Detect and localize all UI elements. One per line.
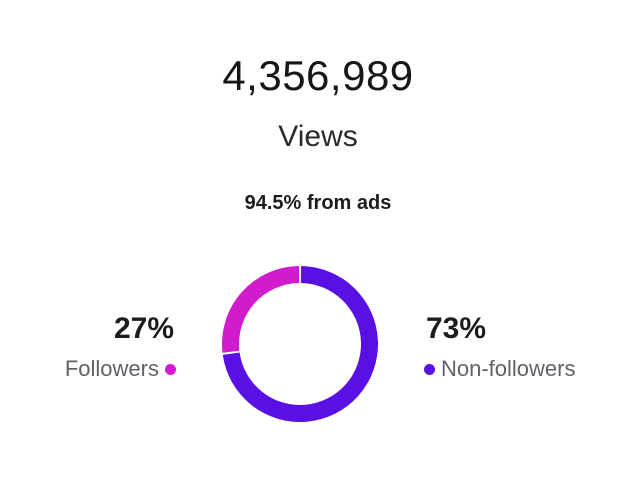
followers-legend-label: Followers xyxy=(64,356,159,381)
non-followers-legend-dot xyxy=(424,363,435,375)
metric-label: Views xyxy=(278,120,358,153)
total-views-value: 4,356,989 xyxy=(222,52,414,99)
ads-share-note: 94.5% from ads xyxy=(244,192,392,214)
followers-percent-label: 27% xyxy=(113,312,174,345)
followers-legend-dot xyxy=(165,363,176,375)
donut-chart xyxy=(222,266,378,422)
non-followers-legend-label: Non-followers xyxy=(441,356,576,381)
donut-slice-followers xyxy=(222,266,300,353)
followers-legend: Followers xyxy=(65,356,176,382)
non-followers-percent-label: 73% xyxy=(426,312,487,345)
non-followers-legend: Non-followers xyxy=(424,356,576,382)
